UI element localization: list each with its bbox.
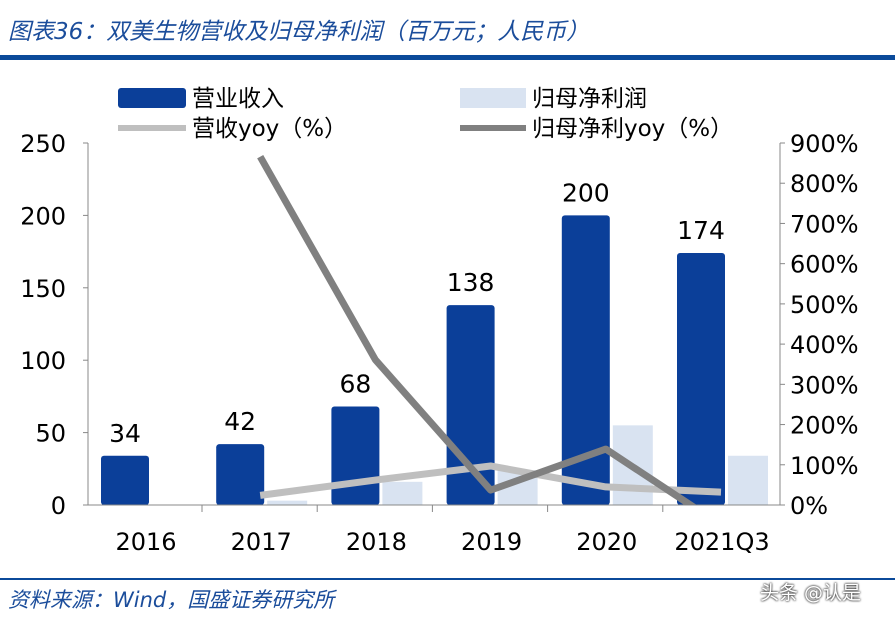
legend-label-revenue-yoy: 营收yoy（%） [192,116,347,142]
right-axis-tick-label: 100% [790,452,859,480]
right-axis-tick-label: 400% [790,331,859,359]
bar-revenue [561,215,610,505]
legend-swatch-revenue [118,88,186,108]
figure-title: 图表36：双美生物营收及归母净利润（百万元；人民币） [8,19,590,45]
left-axis-tick-label: 50 [35,420,66,448]
chart: 0 50 100 150 200 250 0% 100% 200% 300% 400% 500% 600… [20,86,859,556]
bar-revenue [677,253,725,505]
x-axis-tick-label: 2016 [115,528,176,556]
legend-swatch-net-profit [460,88,526,108]
bar-data-label: 42 [224,407,256,436]
x-axis-tick-label: 2020 [576,528,637,556]
bar-data-label: 138 [447,268,495,297]
left-axis-tick-label: 200 [20,202,66,230]
x-axis-tick-label: 2021Q3 [674,528,769,556]
right-axis-tick-label: 500% [790,291,859,319]
bar-revenue [216,444,265,505]
bar-revenue [331,406,380,505]
bar-revenue [101,455,149,505]
bar-data-label: 200 [562,178,610,207]
title-divider [0,55,895,60]
bar-revenue [446,305,495,505]
bar-net-profit [382,481,423,505]
left-axis-tick-label: 100 [20,347,66,375]
bar-data-label: 68 [339,370,371,399]
legend-label-net-profit-yoy: 归母净利yoy（%） [532,116,733,142]
right-axis-tick-label: 900% [790,130,859,158]
right-axis-tick-label: 600% [790,251,859,279]
bar-net-profit [267,500,308,505]
line-net-profit-yoy [257,154,697,505]
right-axis-tick-label: 800% [790,170,859,198]
right-axis-tick-label: 200% [790,412,859,440]
legend-label-revenue: 营业收入 [192,86,284,112]
left-axis-tick-label: 150 [20,275,66,303]
left-axis-tick-label: 250 [20,130,66,158]
right-axis-tick-label: 700% [790,210,859,238]
bar-net-profit [728,455,768,505]
line-revenue-yoy [259,462,722,499]
source-note: 资料来源：Wind，国盛证券研究所 [8,588,335,612]
x-axis-tick-label: 2018 [346,528,407,556]
footer-divider [0,578,895,580]
legend-label-net-profit: 归母净利润 [532,86,647,112]
right-axis-tick-label: 300% [790,371,859,399]
bar-data-label: 174 [677,216,725,245]
x-axis-tick-label: 2017 [231,528,292,556]
watermark: 头条 @认是 [760,582,862,604]
right-axis-tick-label: 0% [790,492,828,520]
x-axis-tick-label: 2019 [461,528,522,556]
bar-data-label: 34 [109,419,141,448]
left-axis-tick-label: 0 [51,492,66,520]
